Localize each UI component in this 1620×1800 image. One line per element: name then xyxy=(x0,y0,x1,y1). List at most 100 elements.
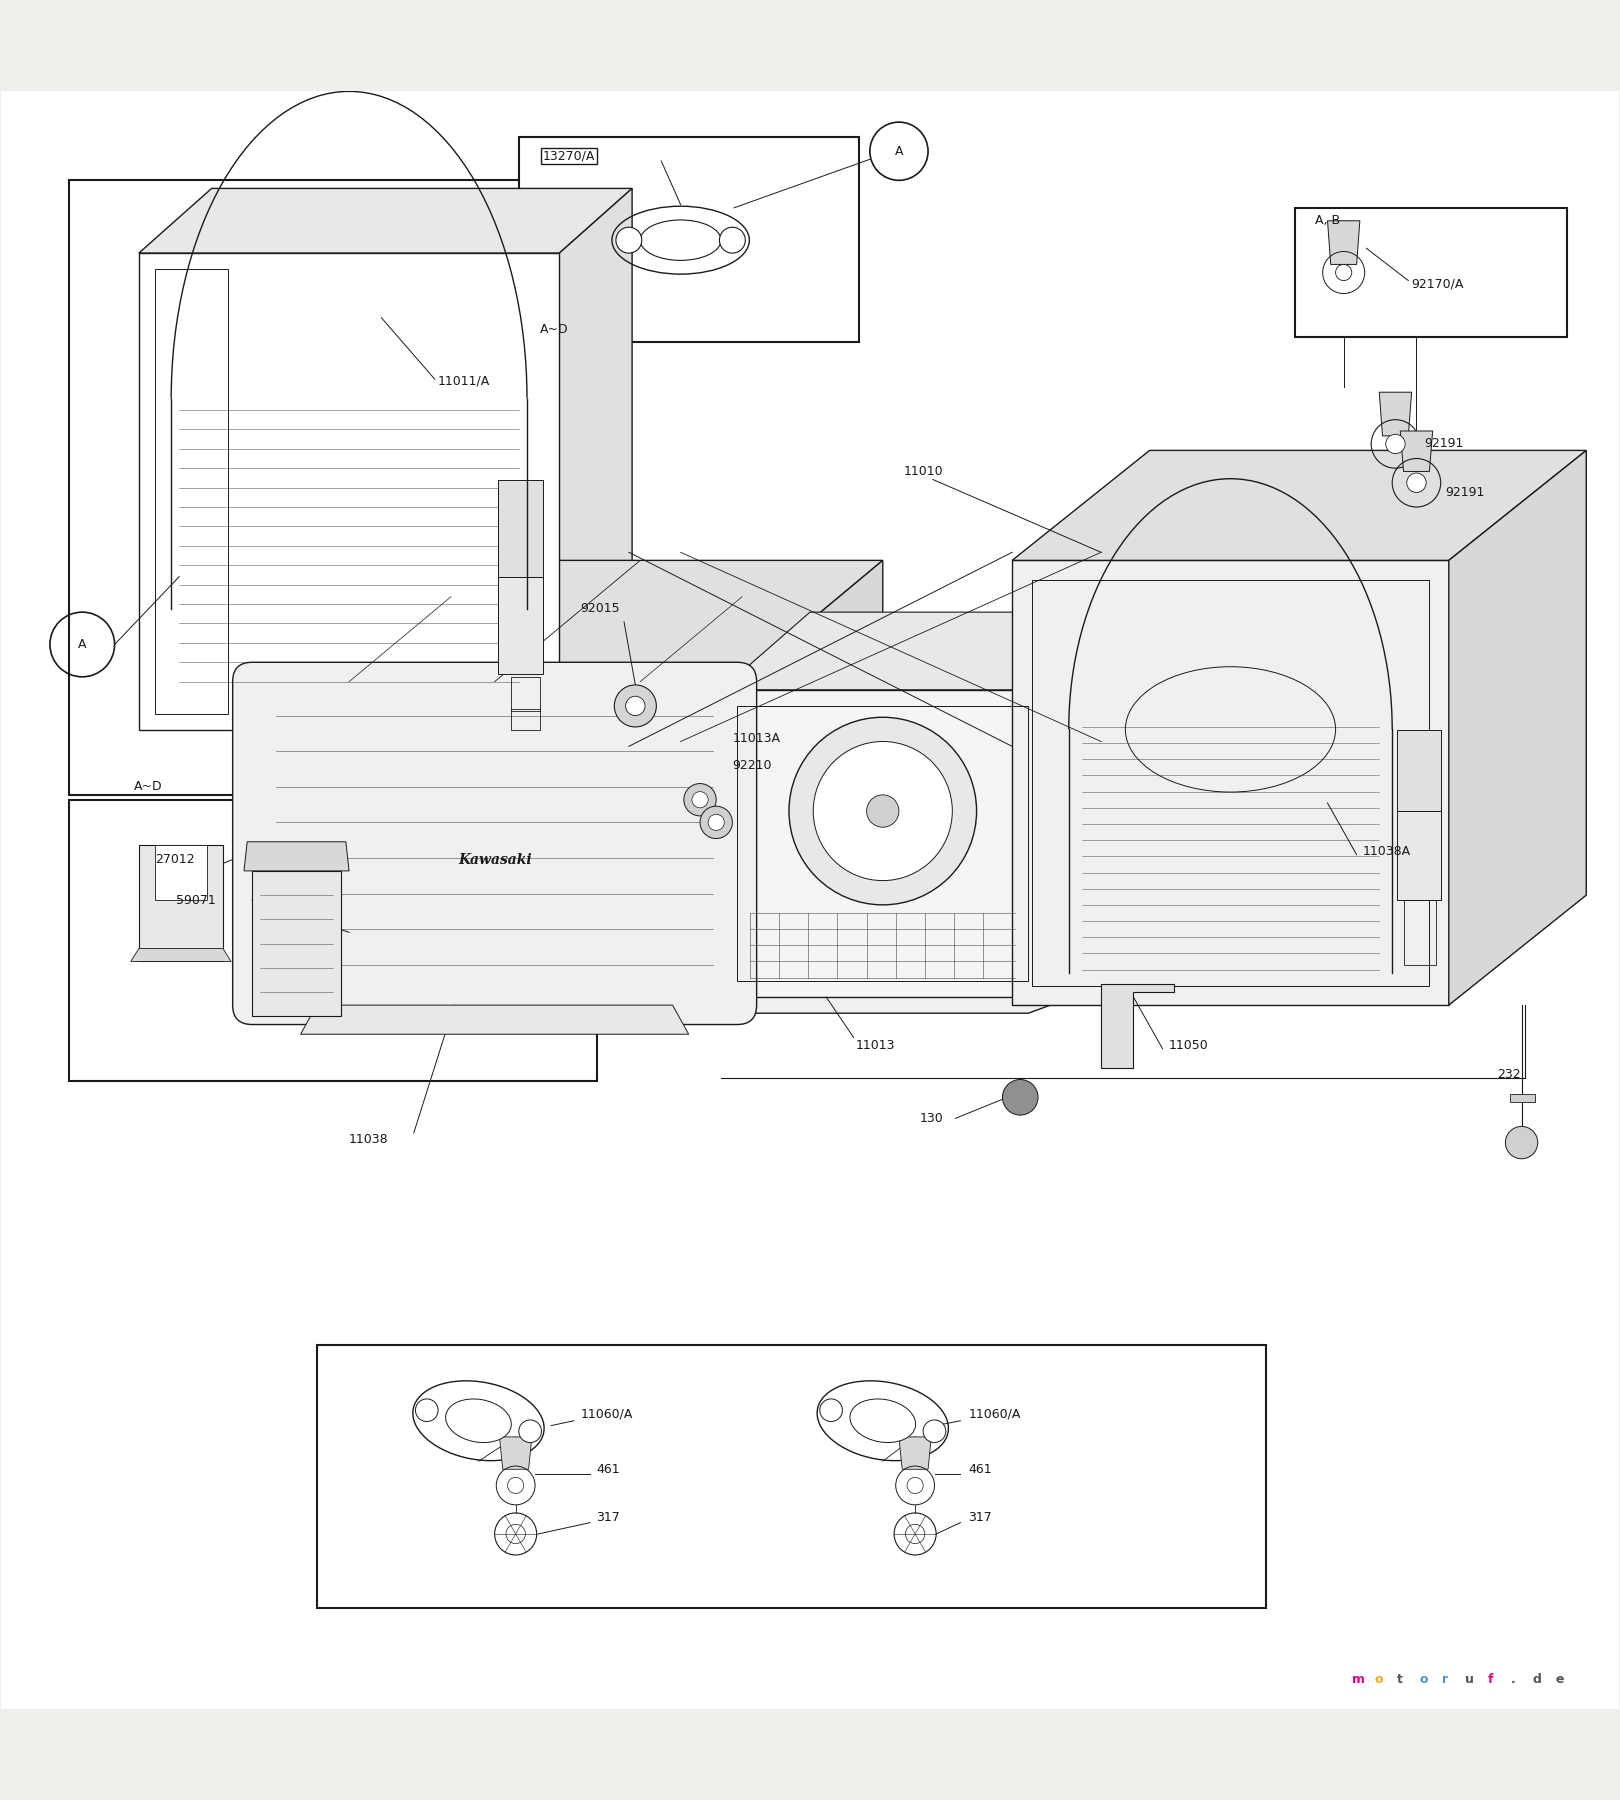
Circle shape xyxy=(692,792,708,808)
Text: 11038A: 11038A xyxy=(1362,844,1411,859)
Ellipse shape xyxy=(446,1399,512,1442)
Circle shape xyxy=(1505,1127,1537,1159)
Circle shape xyxy=(867,796,899,828)
Text: 92170/A: 92170/A xyxy=(1411,277,1464,290)
Text: A: A xyxy=(78,637,86,652)
Circle shape xyxy=(684,783,716,815)
Bar xyxy=(1396,812,1440,900)
Bar xyxy=(1396,731,1440,812)
Text: 11013A: 11013A xyxy=(732,733,781,745)
Circle shape xyxy=(907,1478,923,1494)
Text: 92191: 92191 xyxy=(1445,486,1486,499)
Text: A, B: A, B xyxy=(1314,214,1340,227)
Circle shape xyxy=(625,697,645,716)
Circle shape xyxy=(1003,1080,1038,1114)
Text: o: o xyxy=(1374,1672,1383,1687)
Circle shape xyxy=(505,1525,525,1544)
Text: 11038: 11038 xyxy=(348,1132,389,1147)
Bar xyxy=(497,479,543,576)
Text: 11050: 11050 xyxy=(1170,1039,1209,1051)
Polygon shape xyxy=(301,1004,688,1035)
Circle shape xyxy=(1385,434,1405,454)
Bar xyxy=(156,844,207,900)
Polygon shape xyxy=(721,612,1134,689)
Circle shape xyxy=(415,1399,437,1422)
Polygon shape xyxy=(899,1436,931,1469)
Text: 232: 232 xyxy=(1497,1067,1521,1082)
Text: 92015: 92015 xyxy=(580,603,620,616)
Circle shape xyxy=(700,806,732,839)
Text: 27012: 27012 xyxy=(156,853,194,866)
Bar xyxy=(510,677,539,711)
Text: 130: 130 xyxy=(920,1112,944,1125)
Text: 92210: 92210 xyxy=(732,760,771,772)
Polygon shape xyxy=(1379,392,1411,436)
Bar xyxy=(721,689,1045,997)
Text: A: A xyxy=(894,144,904,158)
FancyBboxPatch shape xyxy=(233,662,757,1024)
Text: o: o xyxy=(1419,1672,1429,1687)
Bar xyxy=(70,180,629,796)
Polygon shape xyxy=(1012,450,1586,560)
Text: f: f xyxy=(1487,1672,1494,1687)
Text: Kawasaki: Kawasaki xyxy=(458,853,531,866)
Text: u: u xyxy=(1464,1672,1474,1687)
Bar xyxy=(139,254,559,731)
Circle shape xyxy=(1406,473,1426,493)
Text: 11013: 11013 xyxy=(855,1039,894,1051)
Circle shape xyxy=(923,1420,946,1442)
Bar xyxy=(139,844,224,961)
Text: A~D: A~D xyxy=(134,779,162,794)
Bar xyxy=(1032,580,1429,986)
Polygon shape xyxy=(131,949,232,961)
Circle shape xyxy=(507,1478,523,1494)
Text: t: t xyxy=(1396,1672,1403,1687)
Bar xyxy=(318,1345,1267,1609)
Text: .: . xyxy=(1510,1672,1515,1687)
Text: 92191: 92191 xyxy=(1424,437,1464,450)
Bar xyxy=(737,706,1029,981)
Text: 461: 461 xyxy=(969,1463,991,1476)
Polygon shape xyxy=(131,828,1537,1013)
Text: 59071: 59071 xyxy=(177,893,215,907)
Polygon shape xyxy=(1400,430,1432,472)
Circle shape xyxy=(813,742,953,880)
Circle shape xyxy=(1335,265,1351,281)
Text: 317: 317 xyxy=(969,1512,991,1525)
Bar xyxy=(1510,1094,1534,1102)
Polygon shape xyxy=(559,189,632,731)
Text: 11011/A: 11011/A xyxy=(437,374,491,387)
Bar xyxy=(156,270,228,715)
Ellipse shape xyxy=(640,220,721,261)
Text: 11060/A: 11060/A xyxy=(580,1408,633,1420)
Ellipse shape xyxy=(850,1399,915,1442)
Text: m: m xyxy=(1351,1672,1364,1687)
Bar xyxy=(70,799,596,1082)
Polygon shape xyxy=(139,189,632,254)
Bar xyxy=(497,576,543,673)
Bar xyxy=(253,871,340,1017)
Text: 317: 317 xyxy=(596,1512,620,1525)
Circle shape xyxy=(708,814,724,830)
Circle shape xyxy=(614,686,656,727)
Polygon shape xyxy=(245,842,348,871)
Bar xyxy=(510,709,539,731)
Text: 11060/A: 11060/A xyxy=(969,1408,1021,1420)
Text: r: r xyxy=(1442,1672,1448,1687)
Text: d: d xyxy=(1533,1672,1542,1687)
Text: 13270/A: 13270/A xyxy=(543,149,596,162)
Circle shape xyxy=(789,716,977,905)
Bar xyxy=(1403,900,1435,965)
Circle shape xyxy=(719,227,745,254)
Bar xyxy=(1294,207,1567,337)
Bar xyxy=(1012,560,1448,1004)
Polygon shape xyxy=(737,560,883,1004)
Circle shape xyxy=(616,227,642,254)
Polygon shape xyxy=(1448,450,1586,1004)
Text: 11010: 11010 xyxy=(904,464,943,479)
Polygon shape xyxy=(1327,221,1359,265)
Circle shape xyxy=(906,1525,925,1544)
Text: A~D: A~D xyxy=(539,322,569,335)
Bar xyxy=(518,137,859,342)
Circle shape xyxy=(518,1420,541,1442)
